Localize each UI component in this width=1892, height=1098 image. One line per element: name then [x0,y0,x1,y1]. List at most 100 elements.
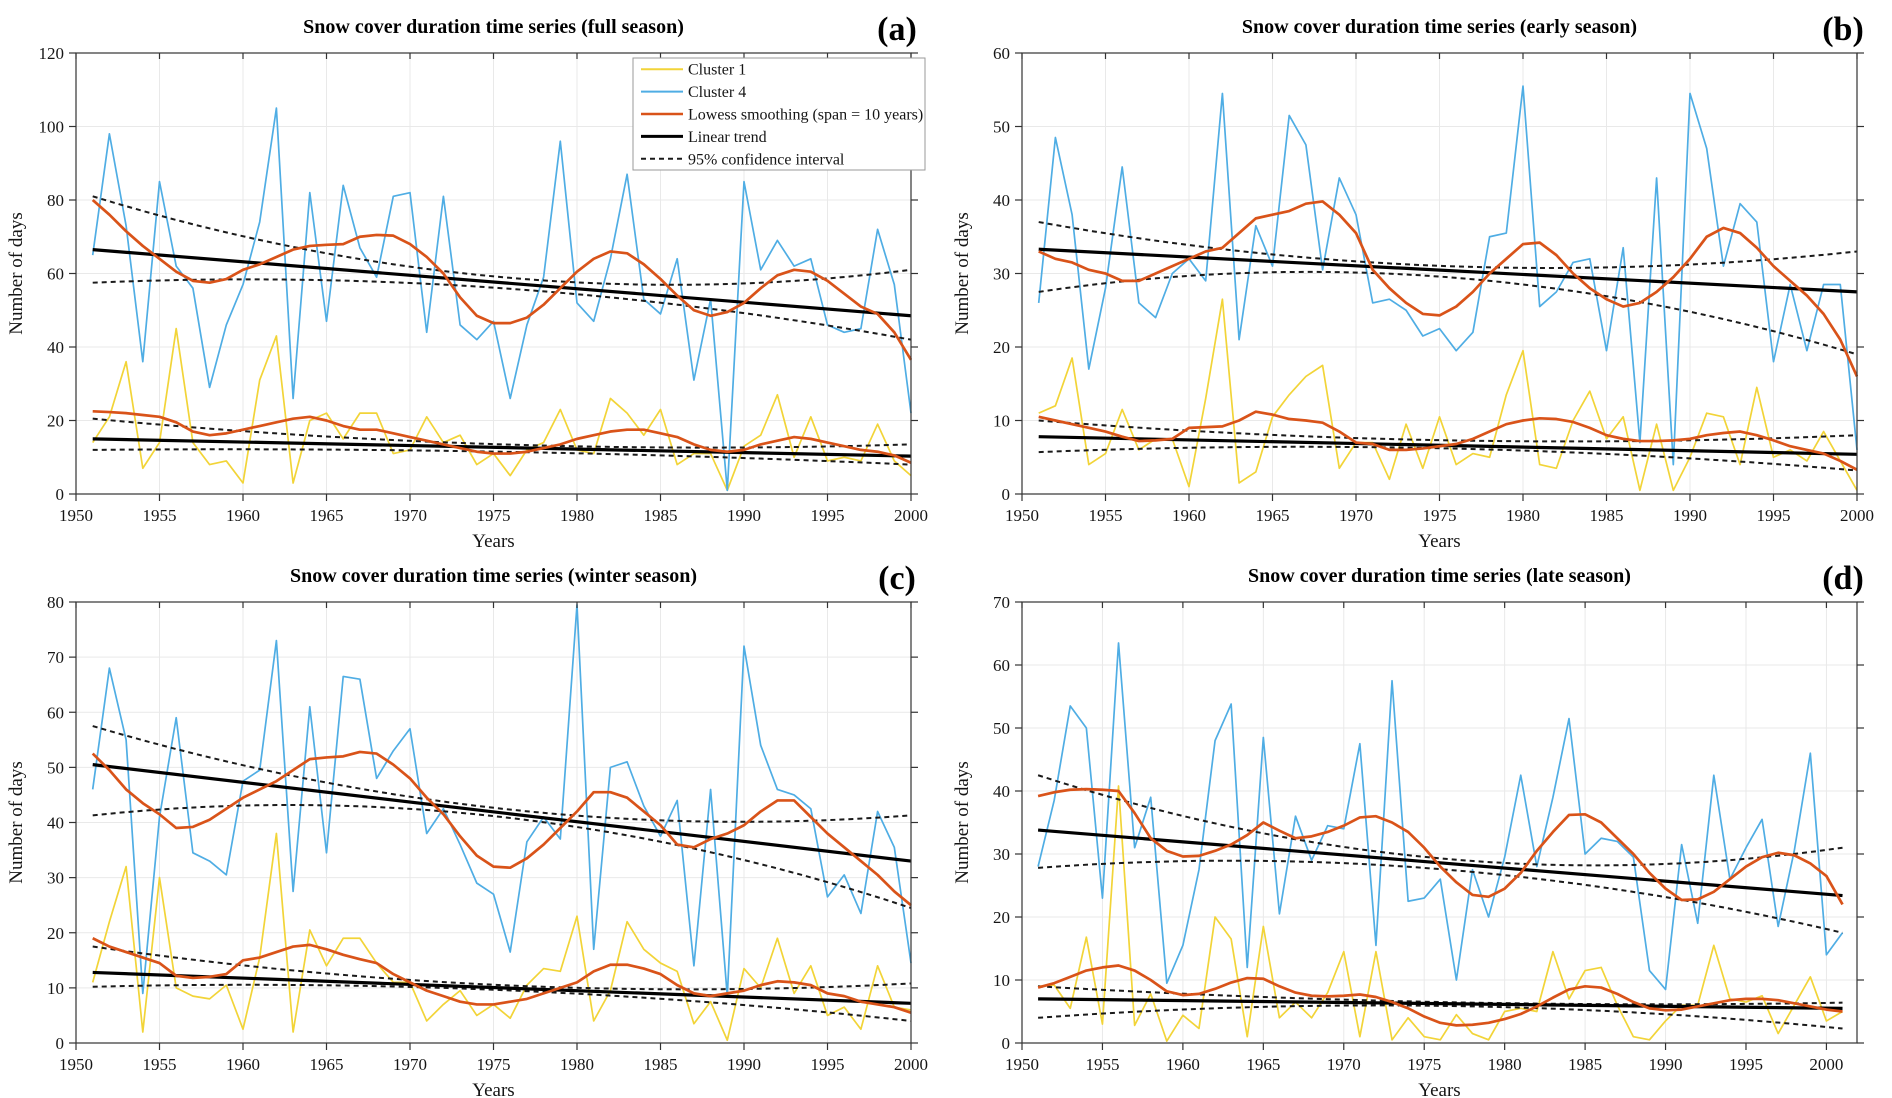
x-tick-label: 1965 [310,1055,344,1074]
x-tick-label: 1985 [1590,506,1624,525]
series-lowess-cluster4 [1037,787,1844,906]
series-trend-cluster4 [1037,828,1843,898]
x-tick-label: 1955 [1085,1055,1119,1074]
y-tick-label: 60 [993,44,1010,63]
x-tick-label: 1995 [811,1055,845,1074]
series-cluster4 [91,107,912,492]
legend-label: Lowess smoothing (span = 10 years) [688,107,923,124]
y-tick-label: 100 [39,118,65,137]
panel-letter: (d) [1822,560,1864,597]
x-tick-label: 2000 [894,1055,928,1074]
y-tick-label: 10 [993,412,1010,431]
series-ci-cluster1-lower [92,983,912,1022]
y-tick-label: 70 [993,593,1010,612]
panel-b-early-season: 1950 1955 1960 1965 1970 1975 1980 1985 1990 1995… [946,0,1892,549]
series-ci-cluster1-lower [92,448,912,466]
y-tick-label: 0 [56,1034,65,1053]
x-tick-label: 1995 [1757,506,1791,525]
y-tick-label: 40 [47,814,64,833]
x-tick-label: 1985 [644,1055,678,1074]
series-trend-cluster4 [1038,247,1858,294]
x-tick-label: 1975 [1423,506,1457,525]
series-lowess-cluster1 [92,937,912,1014]
x-tick-label: 1975 [477,1055,511,1074]
series-ci-cluster4-upper [92,195,912,286]
x-tick-label: 1990 [727,1055,761,1074]
series-trend-cluster4 [92,248,912,318]
series-trend-cluster4 [92,763,912,863]
series-lowess-cluster4 [91,750,912,907]
x-axis-label: Years [1418,1080,1460,1098]
series-cluster1 [91,832,912,1042]
x-tick-label: 1950 [59,506,93,525]
series-ci-cluster1-lower [1038,1004,1843,1030]
chart-title: Snow cover duration time series (late se… [1248,565,1631,587]
x-tick-label: 1965 [310,506,344,525]
panel-letter: (c) [878,560,916,597]
y-tick-label: 40 [993,782,1010,801]
y-tick-label: 60 [47,265,64,284]
series-lowess-cluster4 [91,198,912,361]
y-axis-label: Number of days [6,212,27,334]
y-tick-label: 60 [993,656,1010,675]
y-tick-label: 50 [993,118,1010,137]
series-ci-cluster4-upper [1037,774,1843,867]
x-tick-label: 1990 [727,506,761,525]
series-lowess-cluster4 [1038,200,1858,377]
x-tick-label: 1960 [226,1055,260,1074]
y-tick-label: 120 [39,44,65,63]
x-axis-label: Years [1418,531,1460,549]
series-trend-cluster1 [92,437,912,458]
x-tick-label: 1970 [1339,506,1373,525]
x-tick-label: 1970 [393,1055,427,1074]
x-tick-label: 2000 [1840,506,1874,525]
y-axis-label: Number of days [952,761,973,883]
series-ci-cluster1-upper [1038,419,1858,443]
x-tick-label: 1955 [1089,506,1123,525]
panel-letter: (b) [1822,11,1864,48]
chart-title: Snow cover duration time series (early s… [1242,16,1637,38]
chart-full-season: 1950 1955 1960 1965 1970 1975 1980 1985 1990 1995… [0,0,946,549]
chart-winter-season: 1950 1955 1960 1965 1970 1975 1980 1985 1990 1995… [0,549,946,1098]
x-tick-label: 1955 [143,1055,177,1074]
x-tick-label: 1950 [1005,1055,1039,1074]
series-lowess-cluster1 [1038,410,1858,471]
panel-letter: (a) [877,11,917,48]
x-tick-label: 1980 [560,506,594,525]
y-tick-label: 20 [47,924,64,943]
series-cluster1 [1038,785,1843,1042]
y-tick-label: 0 [56,485,65,504]
y-tick-label: 40 [993,191,1010,210]
panel-background [0,549,946,1098]
series-ci-cluster4-upper [92,725,912,823]
x-tick-label: 1965 [1246,1055,1280,1074]
y-tick-label: 30 [47,869,64,888]
y-tick-label: 10 [47,979,64,998]
legend-label: Linear trend [688,129,767,146]
series-ci-cluster4-lower [92,278,912,341]
y-tick-label: 20 [993,908,1010,927]
x-tick-label: 1980 [1506,506,1540,525]
y-tick-label: 20 [993,338,1010,357]
series-ci-cluster4-upper [1038,221,1858,269]
series-trend-cluster1 [92,970,912,1005]
series-ci-cluster4-lower [1038,270,1858,356]
x-tick-label: 1995 [1729,1055,1763,1074]
y-tick-label: 70 [47,648,64,667]
x-axis-label: Years [472,1080,514,1098]
x-tick-label: 1960 [1172,506,1206,525]
panel-a-full-season: 1950 1955 1960 1965 1970 1975 1980 1985 1990 1995… [0,0,946,549]
y-axis-label: Number of days [952,212,973,334]
chart-title: Snow cover duration time series (winter … [290,565,697,587]
x-tick-label: 1970 [393,506,427,525]
y-tick-label: 10 [993,971,1010,990]
x-tick-label: 1990 [1649,1055,1683,1074]
series-ci-cluster1-lower [1038,445,1858,472]
x-tick-label: 1985 [644,506,678,525]
y-tick-label: 20 [47,412,64,431]
chart-title: Snow cover duration time series (full se… [303,16,684,38]
y-tick-label: 0 [1002,1034,1011,1053]
panel-background [946,549,1892,1098]
y-tick-label: 50 [993,719,1010,738]
